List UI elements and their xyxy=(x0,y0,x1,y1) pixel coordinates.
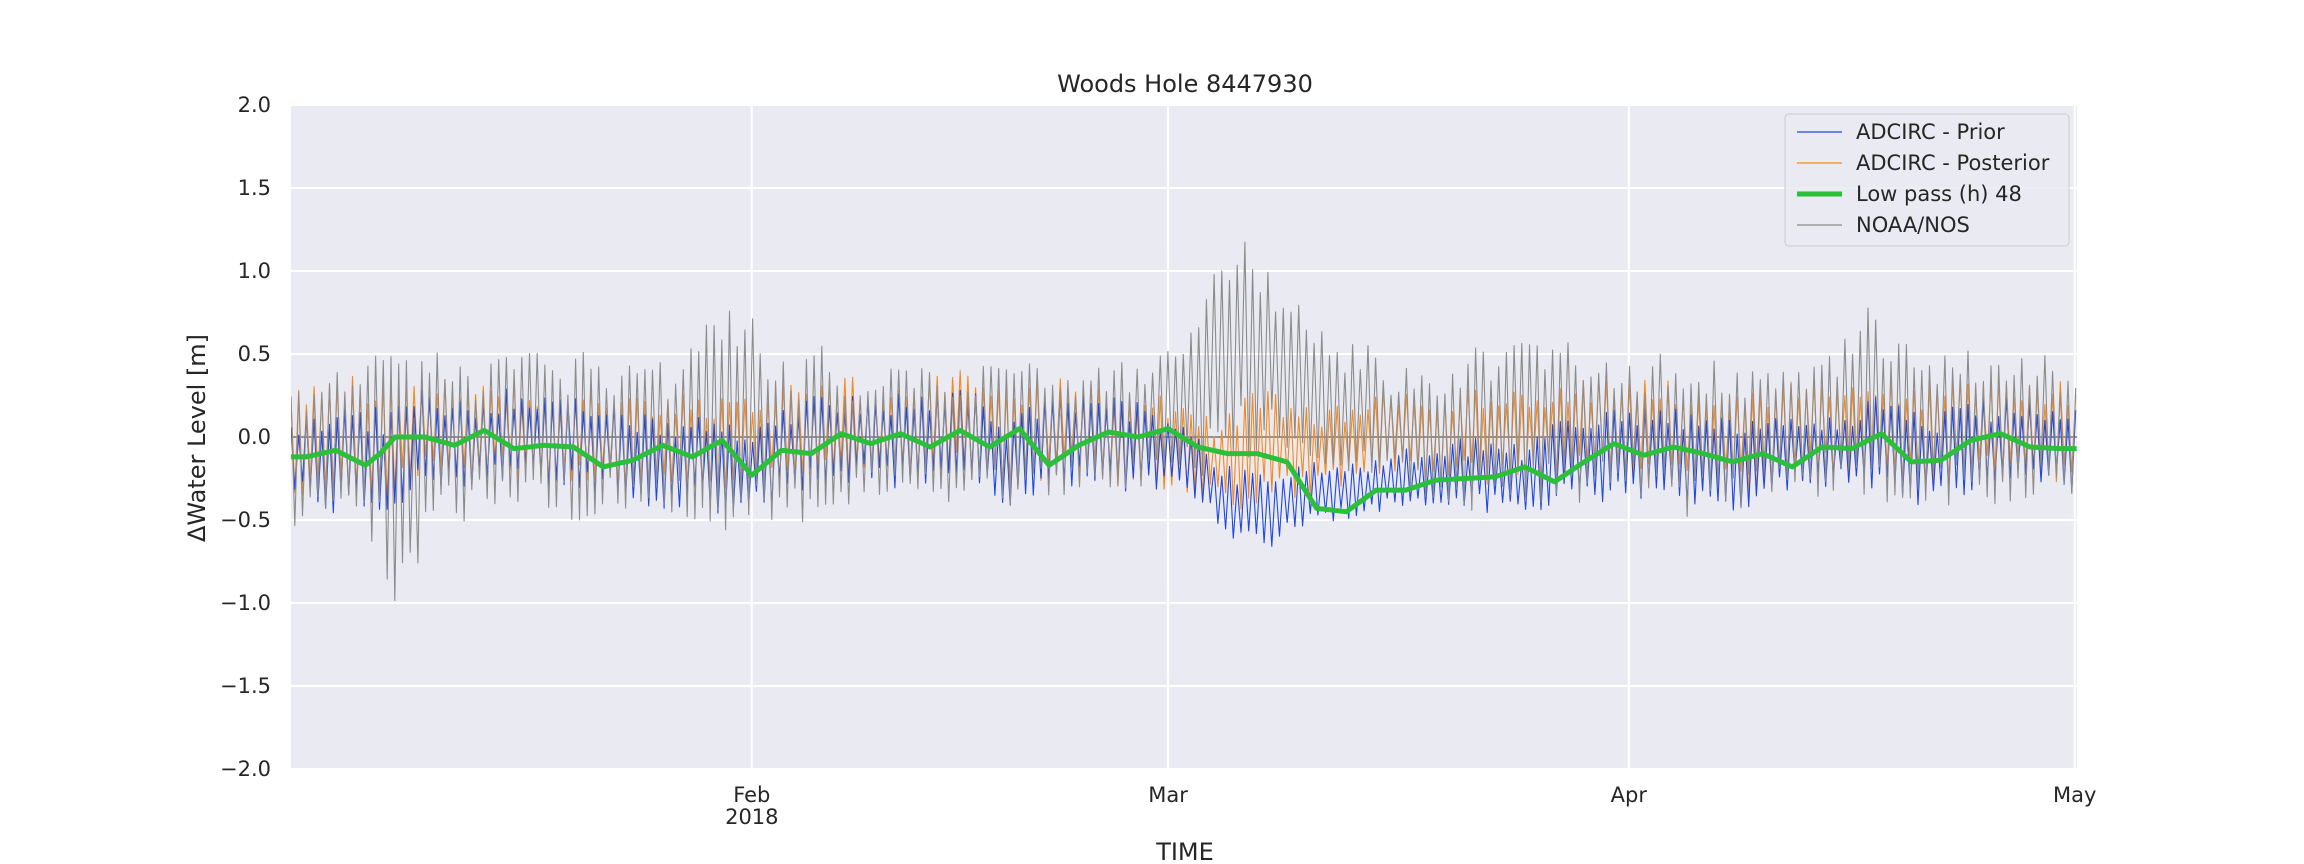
series-line-low-pass-h-48 xyxy=(291,426,2077,515)
x-tick-label: Mar xyxy=(1148,783,1188,807)
y-tick-label: 1.0 xyxy=(238,259,271,283)
series-line-noaa-nos xyxy=(291,241,2077,602)
y-tick-label: −2.0 xyxy=(220,757,271,781)
legend-label: Low pass (h) 48 xyxy=(1856,182,2022,206)
x-tick-sublabel: 2018 xyxy=(725,805,778,829)
y-tick-label: −0.5 xyxy=(220,508,271,532)
x-axis-label: TIME xyxy=(1155,838,1214,864)
y-tick-label: 1.5 xyxy=(238,176,271,200)
legend-label: ADCIRC - Posterior xyxy=(1856,151,2050,175)
y-tick-label: −1.0 xyxy=(220,591,271,615)
legend: ADCIRC - Prior ADCIRC - Posterior Low pass… xyxy=(1784,113,2070,247)
y-axis-label: ΔWater Level [m] xyxy=(183,334,211,542)
legend-box xyxy=(1784,113,2070,247)
y-tick-label: 0.0 xyxy=(238,425,271,449)
y-tick-label: −1.5 xyxy=(220,674,271,698)
x-tick-label: Feb xyxy=(733,783,770,807)
series-layer xyxy=(291,241,2077,602)
chart-title: Woods Hole 8447930 xyxy=(1057,70,1313,98)
legend-label: NOAA/NOS xyxy=(1856,213,1970,237)
y-axis-ticks: −2.0 −1.5 −1.0 −0.5 0.0 0.5 1.0 1.5 2.0 xyxy=(220,93,271,781)
y-tick-label: 2.0 xyxy=(238,93,271,117)
x-tick-label: Apr xyxy=(1611,783,1648,807)
y-tick-label: 0.5 xyxy=(238,342,271,366)
x-tick-label: May xyxy=(2053,783,2096,807)
legend-label: ADCIRC - Prior xyxy=(1856,120,2005,144)
